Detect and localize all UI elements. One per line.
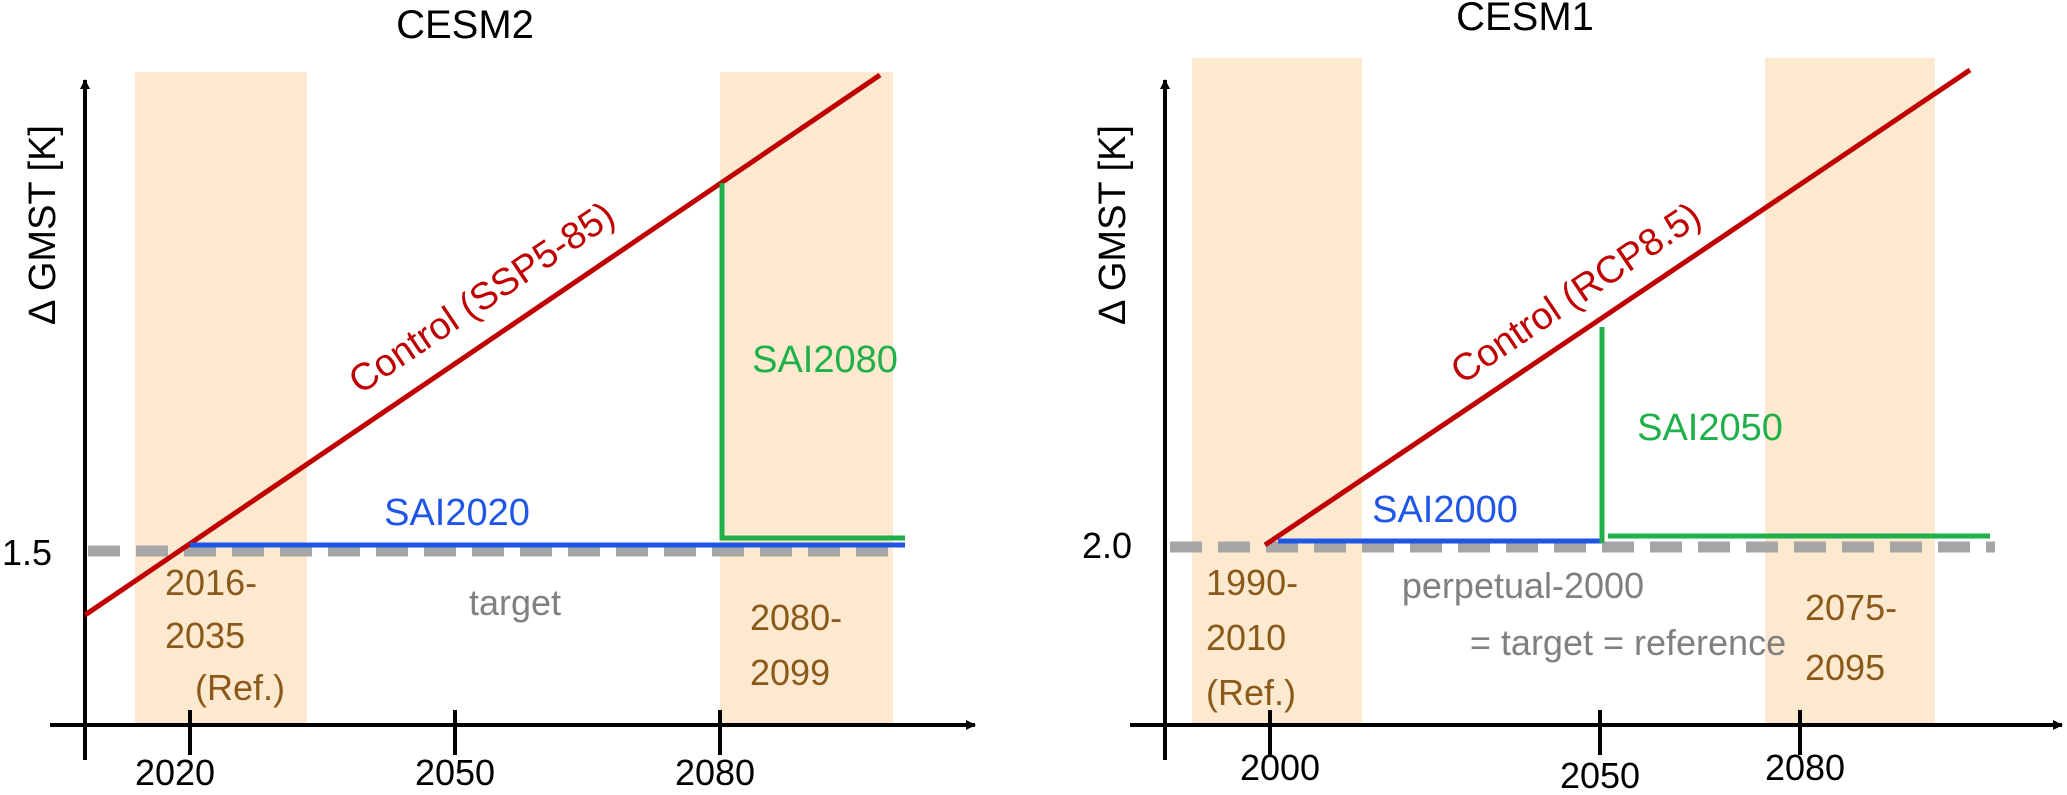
future-period-label: 2075- 2095 (1805, 587, 1907, 688)
x-tick-label: 2080 (1765, 747, 1845, 788)
sai-blue-label: SAI2020 (384, 492, 530, 534)
sai-green-label: SAI2080 (752, 339, 898, 381)
control-label: Control (RCP8.5) (1444, 195, 1709, 393)
x-tick-label: 2020 (135, 752, 215, 790)
reference-period-label: 2016- 2035 (Ref.) (165, 562, 285, 708)
y-axis-label: Δ GMST [K] (1092, 125, 1134, 325)
control-label: Control (SSP5-85) (342, 194, 623, 402)
panel-title: CESM2 (396, 3, 534, 47)
x-tick-label: 2000 (1240, 747, 1320, 788)
panel-title: CESM1 (1456, 0, 1594, 39)
panel-cesm2: CESM2 Δ GMST [K] 2020 2050 2080 1.5 Cont… (2, 3, 976, 793)
reference-period-band (135, 72, 307, 725)
sai-green-line (719, 183, 905, 541)
future-period-band (720, 72, 893, 725)
reference-period-label: 1990- 2010 (Ref.) (1206, 562, 1308, 713)
reference-period-band (1192, 58, 1362, 725)
x-tick-label: 2080 (675, 752, 755, 790)
x-tick-label: 2050 (1560, 755, 1640, 790)
future-period-label: 2080- 2099 (750, 597, 852, 693)
x-tick-label: 2050 (415, 752, 495, 790)
y-axis-label: Δ GMST [K] (22, 125, 64, 325)
sai-blue-label: SAI2000 (1372, 489, 1518, 531)
y-tick-label: 1.5 (2, 532, 52, 573)
target-label: perpetual-2000 = target = reference (1402, 565, 1786, 663)
target-label: target (469, 582, 561, 623)
sai-green-label: SAI2050 (1637, 407, 1783, 449)
control-line (83, 72, 882, 618)
y-tick-label: 2.0 (1082, 525, 1132, 566)
panel-cesm1: CESM1 Δ GMST [K] 2000 2050 2080 2.0 Cont… (1082, 0, 2063, 795)
control-line (1263, 67, 1972, 548)
future-period-band (1765, 58, 1935, 725)
